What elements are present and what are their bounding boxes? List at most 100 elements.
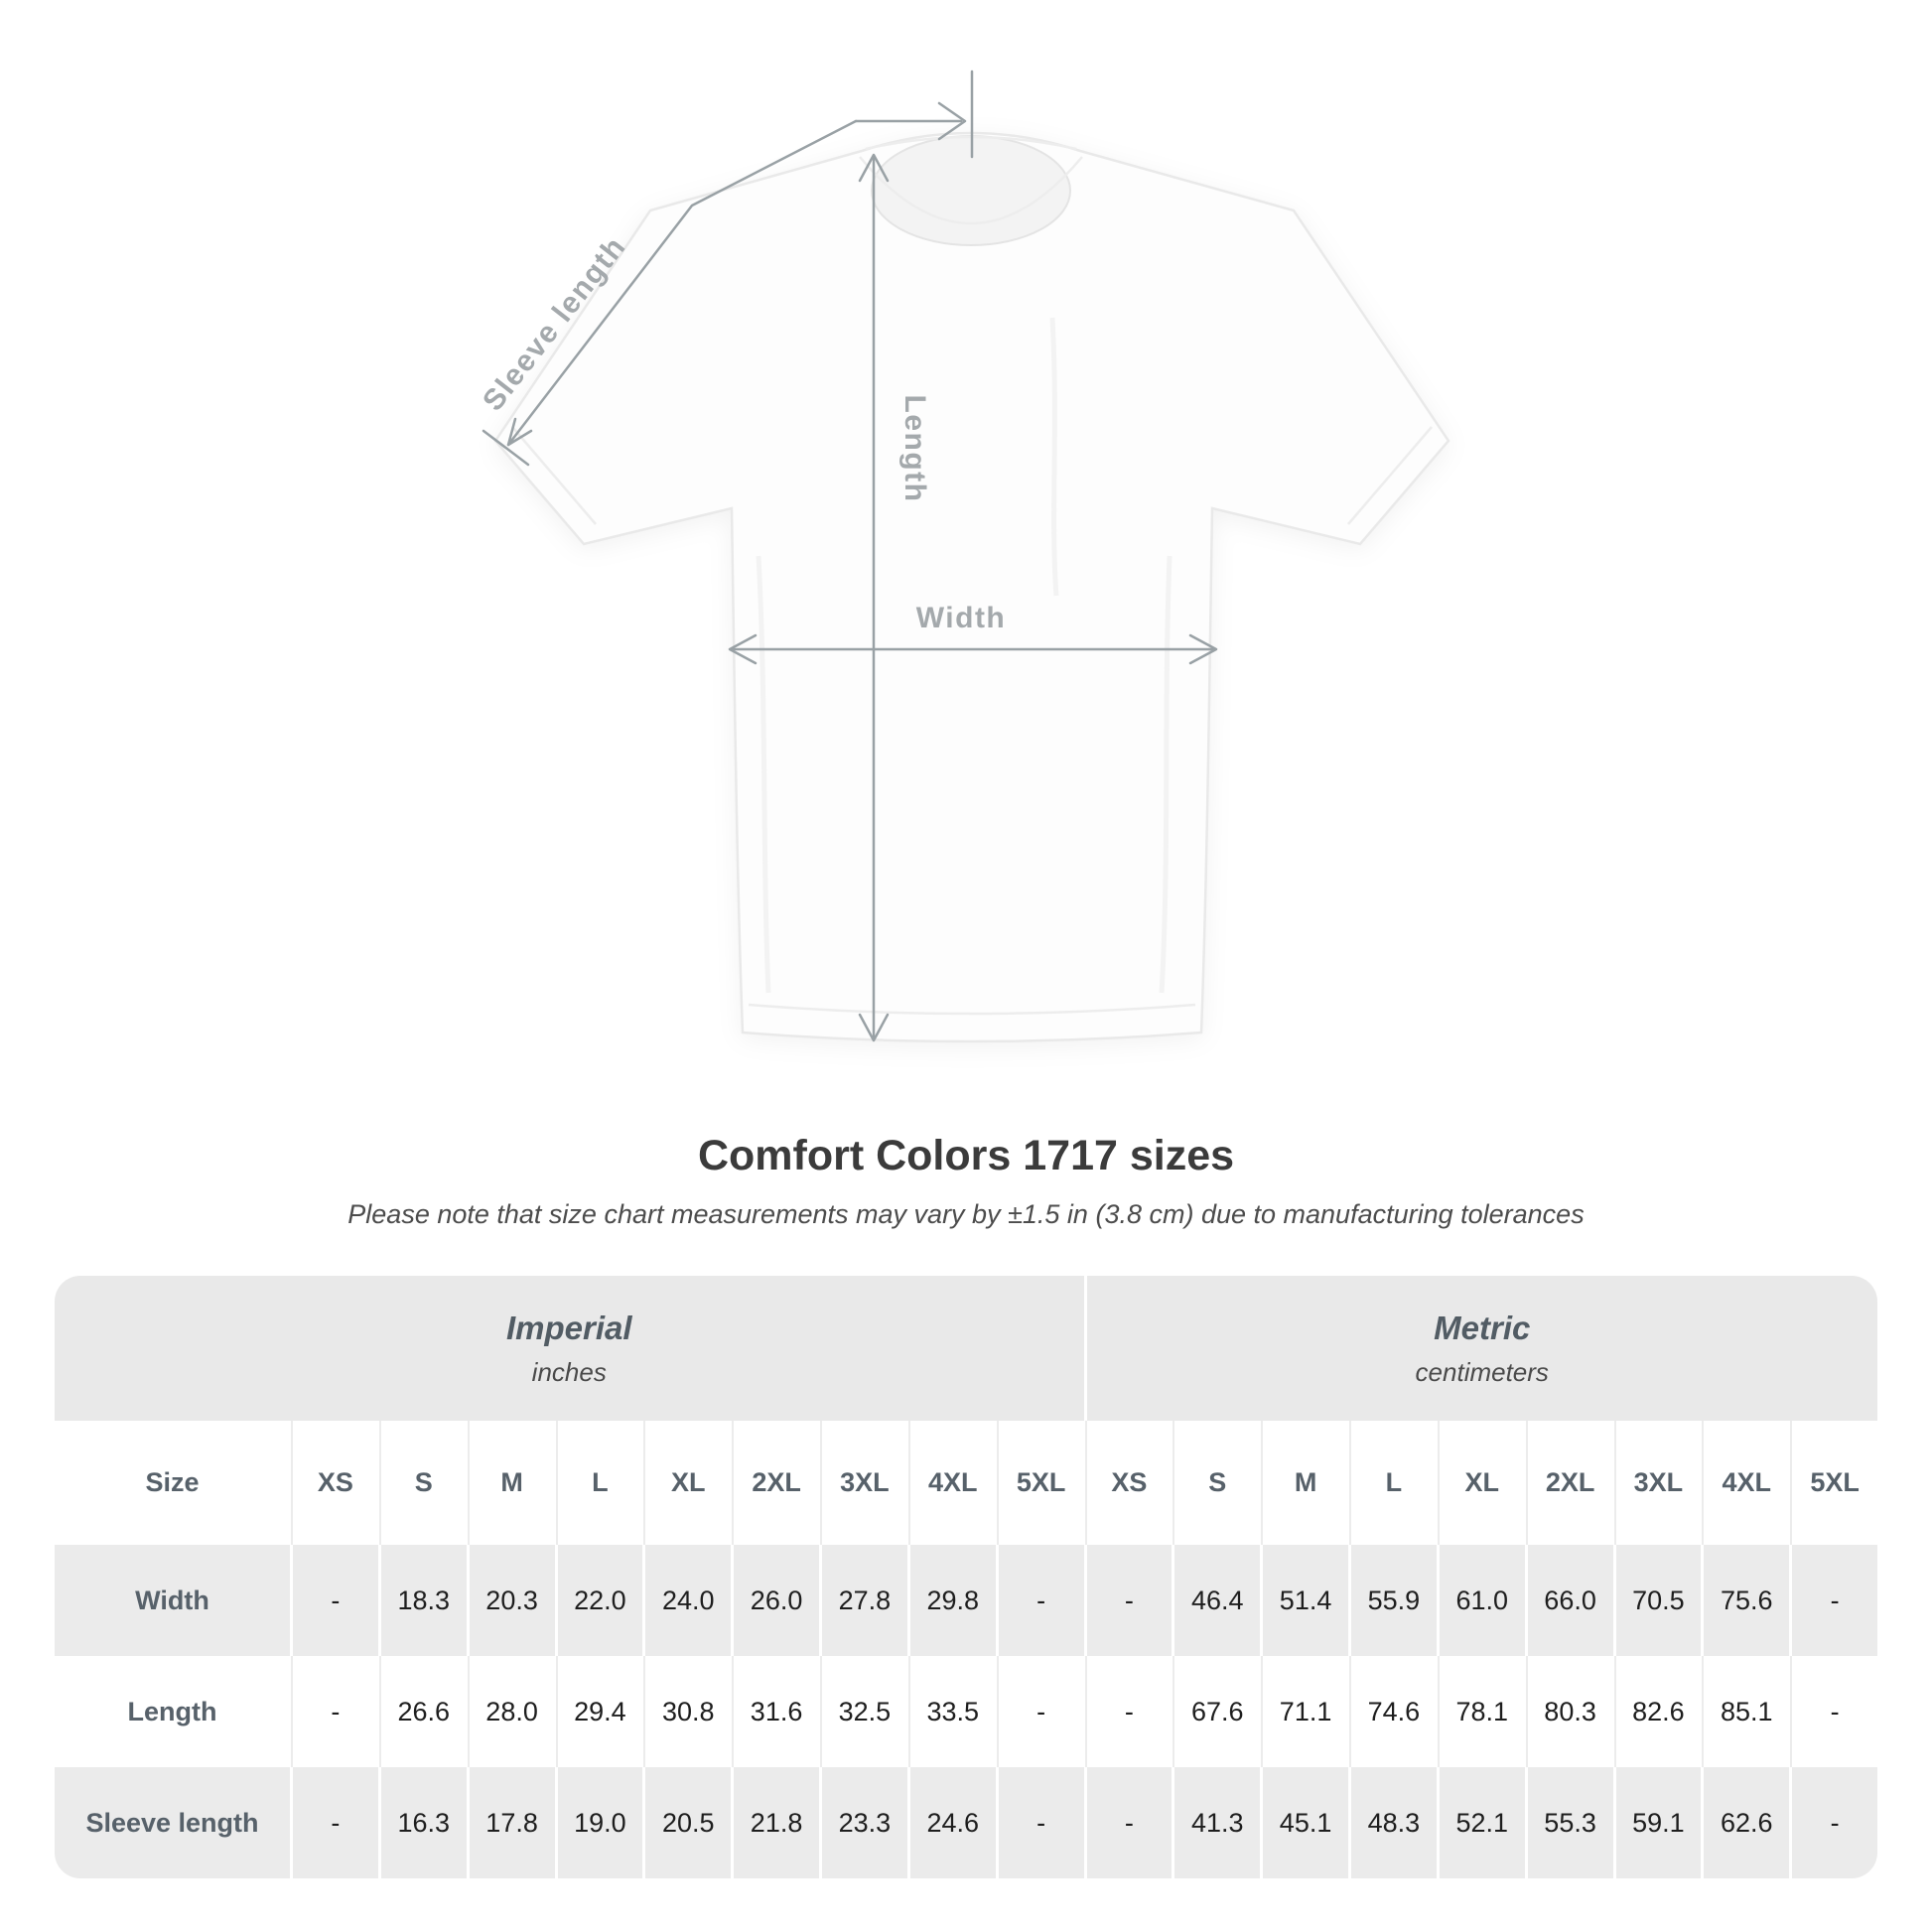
width-arrowhead-left [728, 633, 758, 665]
size-header-metric-m: M [1263, 1421, 1348, 1545]
tshirt-graphic [493, 131, 1450, 1043]
metric-band: Metric centimeters [1086, 1276, 1877, 1421]
value-cell: 28.0 [469, 1656, 555, 1767]
size-header-imperial-2xl: 2XL [734, 1421, 819, 1545]
value-cell: 85.1 [1704, 1656, 1790, 1767]
value-cell: - [1792, 1767, 1877, 1878]
size-header-metric-l: L [1351, 1421, 1437, 1545]
tshirt-svg: Sleeve length Length Width [477, 69, 1450, 1043]
tshirt-diagram: Sleeve length Length Width [477, 69, 1450, 1043]
value-cell: 19.0 [557, 1767, 643, 1878]
fold-right [1159, 555, 1173, 994]
value-cell: - [293, 1545, 378, 1656]
size-header-imperial-4xl: 4XL [909, 1421, 996, 1545]
value-cell: 17.8 [469, 1767, 555, 1878]
size-header-imperial-s: S [380, 1421, 467, 1545]
size-header-imperial-5xl: 5XL [998, 1421, 1084, 1545]
sleeve-length-line [506, 119, 858, 447]
value-cell: 31.6 [734, 1656, 819, 1767]
tolerance-note: Please note that size chart measurements… [347, 1199, 1585, 1229]
value-cell: 48.3 [1351, 1767, 1437, 1878]
value-cell: 27.8 [822, 1545, 907, 1656]
value-cell: 45.1 [1263, 1767, 1348, 1878]
value-cell: - [293, 1767, 378, 1878]
value-cell: 82.6 [1615, 1656, 1702, 1767]
size-header-imperial-xl: XL [645, 1421, 732, 1545]
value-cell: 61.0 [1439, 1545, 1525, 1656]
imperial-subtitle: inches [531, 1356, 607, 1387]
value-cell: 18.3 [380, 1545, 467, 1656]
value-cell: 55.3 [1527, 1767, 1613, 1878]
value-cell: 52.1 [1439, 1767, 1525, 1878]
value-cell: 22.0 [557, 1545, 643, 1656]
value-cell: 78.1 [1439, 1656, 1525, 1767]
value-cell: 62.6 [1704, 1767, 1790, 1878]
page-title: Comfort Colors 1717 sizes [697, 1132, 1235, 1179]
left-sleeve-stitch [511, 426, 597, 525]
size-header-metric-2xl: 2XL [1527, 1421, 1613, 1545]
row-label: Sleeve length [55, 1767, 290, 1878]
value-cell: - [998, 1545, 1084, 1656]
value-cell: - [1086, 1656, 1173, 1767]
size-column-header: Size [55, 1421, 290, 1545]
value-cell: 29.4 [557, 1656, 643, 1767]
metric-subtitle: centimeters [1415, 1356, 1549, 1387]
value-cell: 41.3 [1174, 1767, 1261, 1878]
right-sleeve-stitch [1347, 426, 1433, 525]
value-cell: 70.5 [1615, 1545, 1702, 1656]
size-header-metric-4xl: 4XL [1704, 1421, 1790, 1545]
value-cell: 75.6 [1704, 1545, 1790, 1656]
value-cell: 46.4 [1174, 1545, 1261, 1656]
collar-band-seam [859, 156, 1083, 225]
size-header-imperial-xs: XS [293, 1421, 378, 1545]
value-cell: 33.5 [909, 1656, 996, 1767]
width-arrowhead-right [1188, 633, 1218, 665]
sleeve-length-arrowhead [506, 417, 533, 447]
sleeve-end-tick [482, 429, 530, 467]
hem-stitch [748, 1003, 1196, 1016]
fold-left [756, 555, 771, 994]
size-header-imperial-m: M [469, 1421, 555, 1545]
value-cell: 20.3 [469, 1545, 555, 1656]
imperial-band: Imperial inches [55, 1276, 1084, 1421]
value-cell: 59.1 [1615, 1767, 1702, 1878]
value-cell: 74.6 [1351, 1656, 1437, 1767]
value-cell: 30.8 [645, 1656, 732, 1767]
size-header-metric-xs: XS [1086, 1421, 1173, 1545]
length-arrowhead-top [858, 153, 890, 183]
value-cell: - [1792, 1545, 1877, 1656]
value-cell: 26.0 [734, 1545, 819, 1656]
length-label: Length [898, 395, 931, 503]
value-cell: 24.0 [645, 1545, 732, 1656]
value-cell: 16.3 [380, 1767, 467, 1878]
value-cell: - [1792, 1656, 1877, 1767]
size-header-metric-xl: XL [1439, 1421, 1525, 1545]
value-cell: - [1086, 1767, 1173, 1878]
value-cell: 32.5 [822, 1656, 907, 1767]
value-cell: - [998, 1656, 1084, 1767]
shoulder-to-center-arrowhead [937, 101, 967, 141]
value-cell: 51.4 [1263, 1545, 1348, 1656]
width-label: Width [916, 602, 1007, 634]
value-cell: 26.6 [380, 1656, 467, 1767]
row-label: Width [55, 1545, 290, 1656]
value-cell: 71.1 [1263, 1656, 1348, 1767]
length-arrowhead-bottom [858, 1013, 890, 1042]
size-header-metric-s: S [1174, 1421, 1261, 1545]
value-cell: - [1086, 1545, 1173, 1656]
value-cell: 23.3 [822, 1767, 907, 1878]
value-cell: 80.3 [1527, 1656, 1613, 1767]
value-cell: 29.8 [909, 1545, 996, 1656]
imperial-title: Imperial [505, 1309, 632, 1346]
size-table: Imperial inches Metric centimeters Size X… [55, 1276, 1877, 1878]
value-cell: 67.6 [1174, 1656, 1261, 1767]
size-header-metric-3xl: 3XL [1615, 1421, 1702, 1545]
value-cell: 55.9 [1351, 1545, 1437, 1656]
value-cell: - [998, 1767, 1084, 1878]
size-header-imperial-3xl: 3XL [822, 1421, 907, 1545]
row-label: Length [55, 1656, 290, 1767]
value-cell: 66.0 [1527, 1545, 1613, 1656]
fold-center [1049, 317, 1059, 597]
value-cell: 24.6 [909, 1767, 996, 1878]
